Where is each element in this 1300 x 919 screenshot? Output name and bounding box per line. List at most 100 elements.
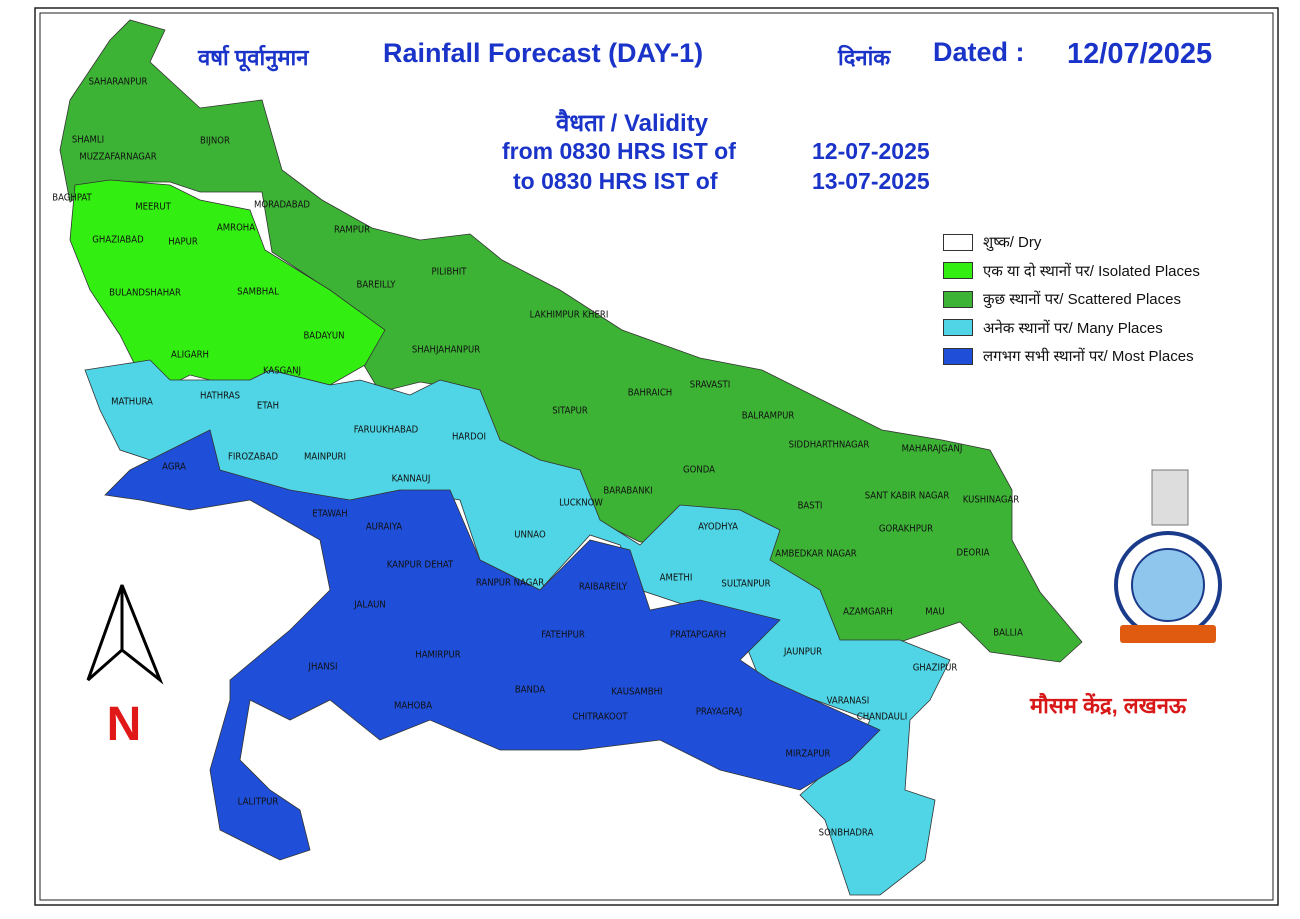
district-label: UNNAO xyxy=(514,530,546,541)
rain-zone xyxy=(69,179,386,396)
district-label: RANPUR NAGAR xyxy=(476,578,544,589)
district-label: KANPUR DEHAT xyxy=(387,560,454,571)
district-label: LAKHIMPUR KHERI xyxy=(530,310,609,321)
district-label: HATHRAS xyxy=(200,391,240,402)
north-label: N xyxy=(107,698,142,751)
district-label: SRAVASTI xyxy=(690,380,730,391)
district-label: BASTI xyxy=(798,501,823,512)
legend-item: अनेक स्थानों पर/ Many Places xyxy=(943,318,1163,338)
district-label: DEORIA xyxy=(956,548,989,559)
district-label: SULTANPUR xyxy=(721,579,770,590)
legend-swatch xyxy=(943,233,973,251)
validity-from-label: from 0830 HRS IST of xyxy=(502,138,736,164)
rain-zone xyxy=(84,359,951,896)
title-hindi: वर्षा पूर्वानुमान xyxy=(198,45,309,70)
district-label: BULANDSHAHAR xyxy=(109,288,181,299)
imd-logo xyxy=(1114,469,1222,643)
district-label: RAIBAREILY xyxy=(579,582,628,593)
district-label: MAU xyxy=(925,607,944,618)
date: 12/07/2025 xyxy=(1067,38,1213,70)
district-label: BALRAMPUR xyxy=(742,411,795,422)
legend-item: शुष्क/ Dry xyxy=(943,232,1041,252)
district-label: MIRZAPUR xyxy=(786,749,831,760)
district-label: HAMIRPUR xyxy=(415,650,461,661)
district-label: PRATAPGARH xyxy=(670,630,726,641)
district-label: SANT KABIR NAGAR xyxy=(865,491,950,502)
title: Rainfall Forecast (DAY-1) xyxy=(383,38,704,68)
district-label: VARANASI xyxy=(827,696,870,707)
district-label: ETAH xyxy=(257,401,279,412)
district-label: JHANSI xyxy=(307,662,337,673)
rain-zone xyxy=(104,429,881,861)
frame-inner xyxy=(39,12,1274,901)
date-label-hindi: दिनांक xyxy=(838,45,891,70)
district-label: FATEHPUR xyxy=(541,630,585,641)
district-label: AURAIYA xyxy=(366,522,402,533)
district-label: MORADABAD xyxy=(254,200,310,211)
district-label: KANNAUJ xyxy=(392,474,431,485)
frame xyxy=(34,7,1279,906)
district-label: MATHURA xyxy=(111,397,153,408)
legend-label: एक या दो स्थानों पर/ Isolated Places xyxy=(983,262,1200,280)
district-label: BADAYUN xyxy=(303,331,344,342)
validity-to-label: to 0830 HRS IST of xyxy=(513,168,718,194)
district-label: SITAPUR xyxy=(552,406,588,417)
district-label: AYODHYA xyxy=(698,522,738,533)
district-label: SHAHJAHANPUR xyxy=(412,345,480,356)
district-label: SAMBHAL xyxy=(237,287,279,298)
legend-swatch xyxy=(943,319,973,336)
district-label: BAHRAICH xyxy=(628,388,672,399)
district-label: AMBEDKAR NAGAR xyxy=(775,549,857,560)
district-label: BALLIA xyxy=(993,628,1023,639)
district-label: RAMPUR xyxy=(334,225,370,236)
district-label: HARDOI xyxy=(452,432,486,443)
rain-zones xyxy=(59,19,1083,896)
district-labels: SAHARANPUR SHAMLI MUZZAFARNAGAR BIJNOR BAGHP… xyxy=(52,77,1023,839)
district-label: GHAZIPUR xyxy=(913,663,958,674)
district-label: LUCKNOW xyxy=(559,498,603,509)
district-label: MAHARAJGANJ xyxy=(902,444,963,455)
district-label: BIJNOR xyxy=(200,136,230,147)
district-label: BARABANKI xyxy=(603,486,652,497)
district-label: JAUNPUR xyxy=(783,647,822,658)
legend-item: लगभग सभी स्थानों पर/ Most Places xyxy=(943,346,1194,366)
district-label: PRAYAGRAJ xyxy=(696,707,743,718)
district-label: KASGANJ xyxy=(263,366,301,377)
validity-to-date: 13-07-2025 xyxy=(812,168,930,194)
legend-label: कुछ स्थानों पर/ Scattered Places xyxy=(983,291,1181,308)
legend-swatch xyxy=(943,290,973,308)
legend-label: लगभग सभी स्थानों पर/ Most Places xyxy=(983,348,1194,365)
district-label: MAHOBA xyxy=(394,701,432,712)
district-label: FIROZABAD xyxy=(228,452,279,463)
district-label: SHAMLI xyxy=(72,135,104,146)
district-label: GONDA xyxy=(683,465,715,476)
legend-swatch xyxy=(943,262,973,279)
district-label: BANDA xyxy=(515,685,546,696)
validity-title: वैधता / Validity xyxy=(556,110,709,137)
validity-from-date: 12-07-2025 xyxy=(812,138,930,164)
district-label: MEERUT xyxy=(135,202,171,213)
district-label: JALAUN xyxy=(353,600,386,611)
district-label: ALIGARH xyxy=(171,350,209,361)
district-label: SONBHADRA xyxy=(819,828,874,839)
district-label: GHAZIABAD xyxy=(92,235,144,246)
district-label: HAPUR xyxy=(168,237,198,248)
legend-swatch xyxy=(943,347,973,365)
district-label: AMETHI xyxy=(660,573,693,584)
district-label: MUZZAFARNAGAR xyxy=(79,152,156,163)
district-label: BAGHPAT xyxy=(52,193,92,204)
legend-item: कुछ स्थानों पर/ Scattered Places xyxy=(943,289,1181,309)
district-label: KAUSAMBHI xyxy=(611,687,662,698)
district-label: SAHARANPUR xyxy=(89,77,148,88)
district-label: MAINPURI xyxy=(304,452,346,463)
district-label: LALITPUR xyxy=(238,797,279,808)
district-label: AGRA xyxy=(162,462,186,473)
district-label: ETAWAH xyxy=(312,509,347,520)
district-label: AMROHA xyxy=(217,223,255,234)
district-label: BAREILLY xyxy=(356,280,396,291)
legend-item: एक या दो स्थानों पर/ Isolated Places xyxy=(943,261,1200,281)
district-label: FARUUKHABAD xyxy=(354,425,419,436)
district-label: AZAMGARH xyxy=(843,607,893,618)
